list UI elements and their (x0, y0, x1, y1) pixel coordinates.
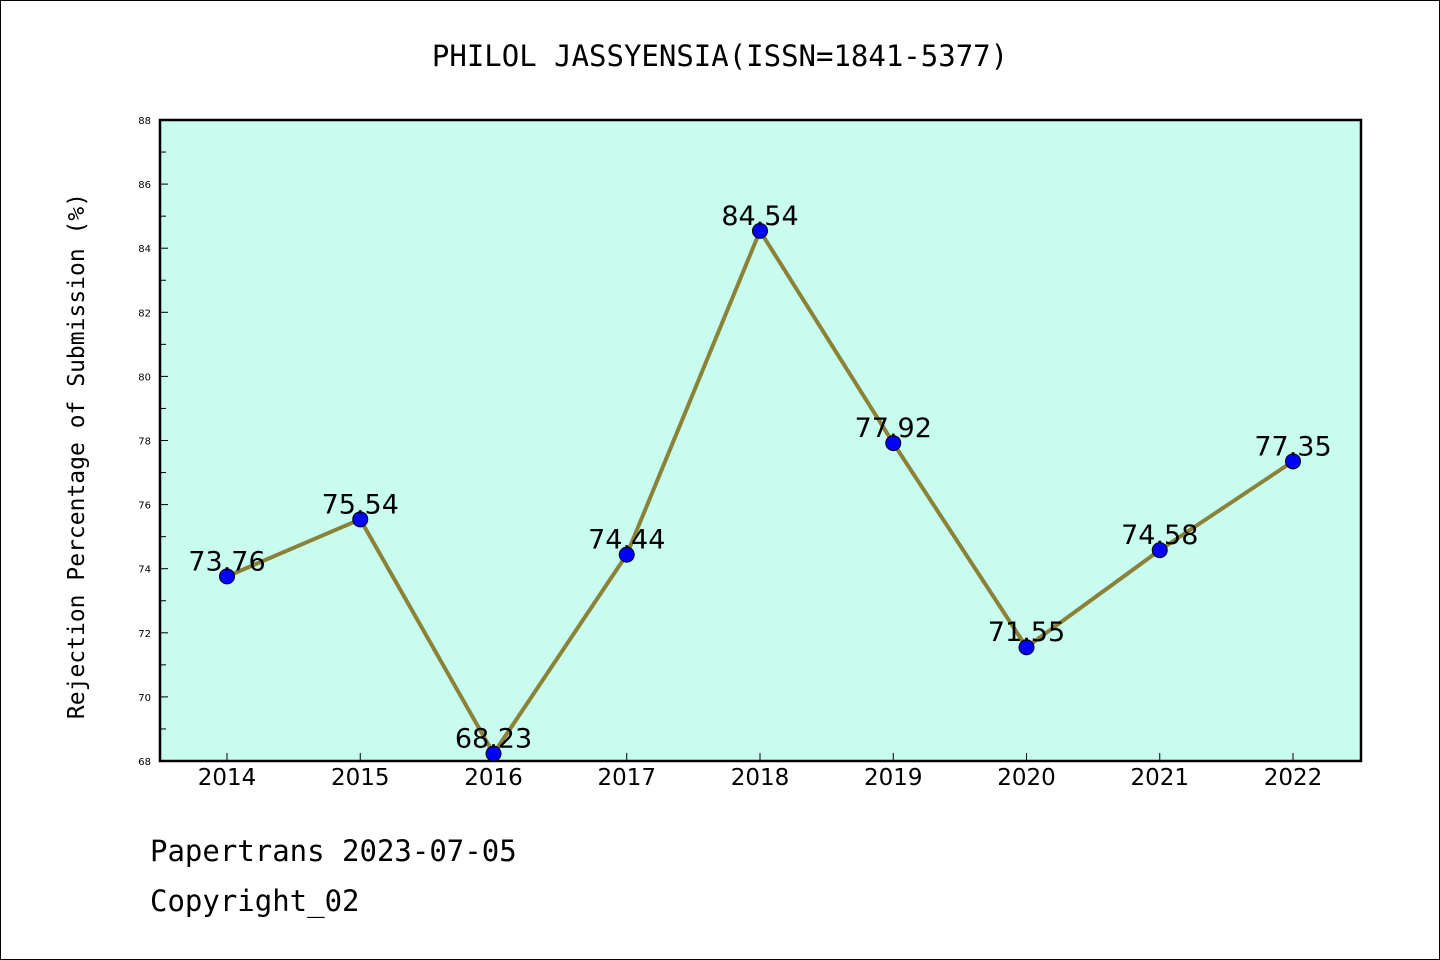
x-axis: 2014 2015 2016 2017 2018 2019 2020 2021 2022 (198, 753, 1323, 791)
data-point (485, 745, 502, 762)
data-point (1151, 542, 1168, 559)
data-point (219, 568, 235, 585)
data-label: 77.92 (855, 413, 932, 444)
data-label: 71.55 (988, 617, 1065, 648)
data-label: 84.54 (721, 201, 798, 232)
x-tick-label: 2019 (864, 765, 923, 791)
data-labels: 73.76 75.54 68.23 74.44 84.54 77.92 71.55 74.58… (188, 201, 1331, 755)
chart-title: PHILOL JASSYENSIA(ISSN=1841-5377) (432, 39, 1008, 73)
footer-copyright: Copyright_02 (150, 884, 360, 918)
data-point (618, 546, 635, 563)
footer-source: Papertrans 2023-07-05 (150, 834, 517, 868)
x-tick-label: 2020 (997, 765, 1056, 791)
y-tick-label: 88 (138, 116, 151, 127)
x-tick-label: 2017 (597, 765, 656, 791)
x-tick-label: 2015 (331, 765, 390, 791)
data-label: 74.44 (588, 525, 665, 556)
data-point (752, 222, 768, 239)
y-tick-label: 86 (138, 180, 151, 191)
x-tick-label: 2014 (198, 765, 257, 791)
data-markers (219, 222, 1301, 762)
x-tick-label: 2022 (1264, 765, 1323, 791)
y-tick-label: 82 (138, 308, 151, 319)
y-tick-label: 80 (138, 372, 151, 383)
data-point (352, 511, 369, 528)
x-tick-label: 2018 (731, 765, 790, 791)
y-axis-label: Rejection Percentage of Submission (%) (64, 193, 90, 719)
y-tick-label: 74 (138, 565, 151, 576)
data-label: 74.58 (1121, 520, 1198, 551)
data-label: 68.23 (455, 724, 532, 755)
x-tick-label: 2016 (464, 765, 523, 791)
data-label: 75.54 (322, 489, 399, 520)
data-point (1018, 639, 1035, 656)
y-tick-label: 68 (138, 757, 151, 768)
data-label: 73.76 (188, 546, 265, 577)
y-tick-label: 72 (138, 629, 151, 640)
y-tick-label: 70 (138, 693, 151, 704)
y-axis: 68 70 72 74 76 78 80 82 84 86 88 (138, 116, 168, 768)
y-tick-label: 84 (138, 244, 151, 255)
data-point (1285, 453, 1301, 470)
x-tick-label: 2021 (1130, 765, 1189, 791)
data-label: 77.35 (1254, 431, 1331, 462)
y-tick-label: 76 (138, 501, 151, 512)
y-tick-label: 78 (138, 437, 151, 448)
data-point (885, 435, 902, 452)
